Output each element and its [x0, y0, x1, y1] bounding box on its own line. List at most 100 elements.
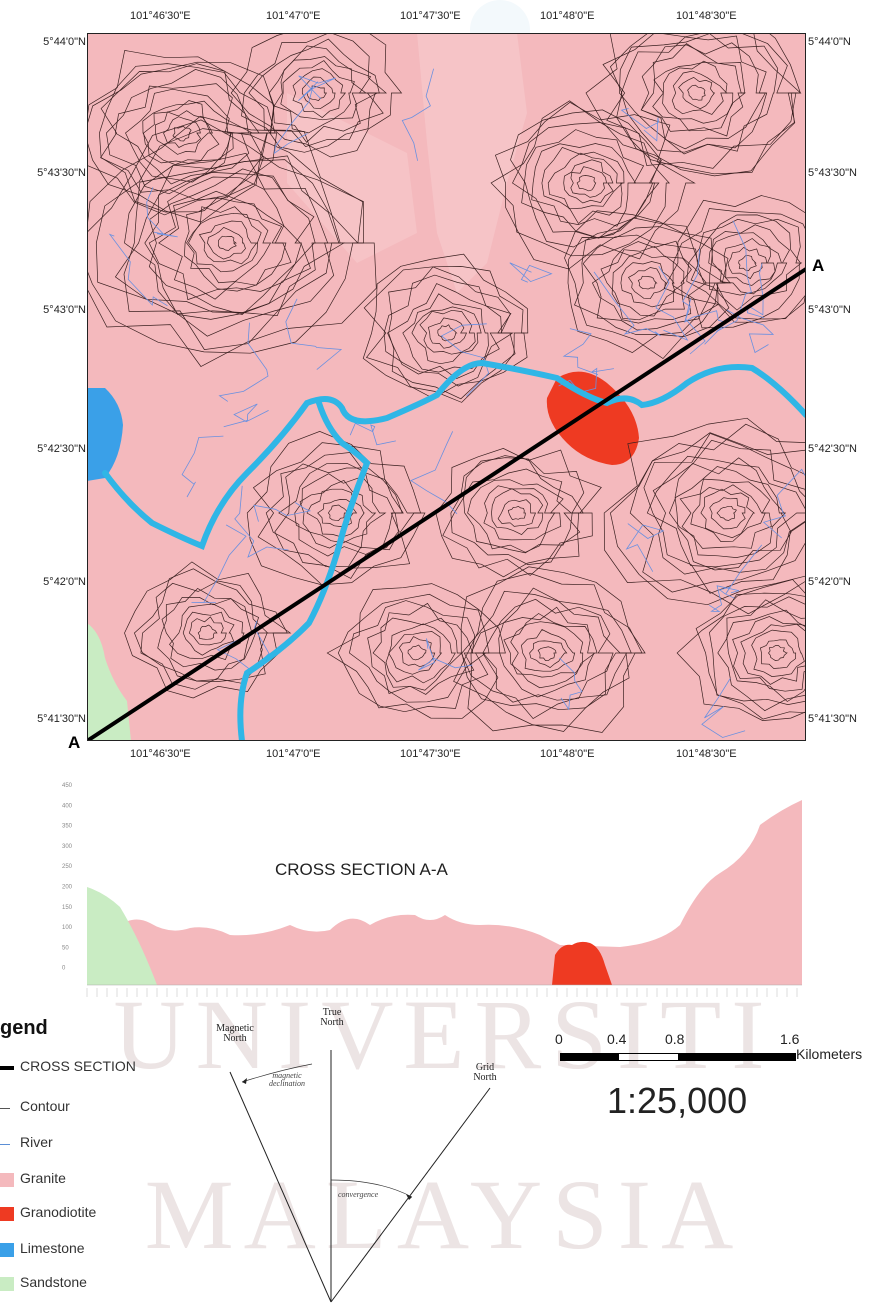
contour-line	[591, 240, 708, 324]
stream-line	[620, 108, 660, 142]
scale-tick-0: 0	[555, 1031, 563, 1047]
contour-line	[676, 592, 806, 721]
y-tick-label: 100	[62, 925, 73, 931]
contour-line	[686, 218, 801, 320]
legend: CROSS SECTION Contour River Granite Gran…	[0, 1058, 200, 1298]
convergence-arc	[330, 1179, 413, 1198]
contour-line	[207, 226, 246, 260]
contour-line	[301, 76, 336, 110]
stream-line	[298, 75, 336, 102]
stream-line	[181, 435, 224, 498]
stream-line	[716, 220, 752, 332]
y-tick-label: 300	[62, 844, 73, 850]
contour-line	[759, 639, 797, 669]
granodiotite-swatch	[0, 1207, 14, 1221]
stream-line	[440, 323, 490, 397]
declination-arc	[241, 1063, 313, 1083]
contour-line	[407, 644, 427, 661]
contour-line	[510, 621, 584, 678]
contour-line	[620, 261, 676, 308]
contour-line	[727, 246, 768, 280]
legend-item-label: River	[20, 1134, 53, 1150]
contour-line	[709, 497, 746, 530]
north-arrow-diagram	[229, 1050, 491, 1303]
magnetic-declination-label: magnetic declination	[269, 1071, 305, 1088]
contour-line	[627, 267, 668, 300]
contour-line	[602, 33, 797, 169]
stream-line	[625, 523, 665, 572]
stream-line	[285, 298, 343, 370]
latitude-label: 5°43'30"N	[808, 167, 857, 179]
longitude-label: 101°48'0"E	[540, 10, 595, 22]
contour-line	[95, 128, 341, 337]
contour-line	[700, 488, 756, 539]
contour-line	[510, 109, 662, 248]
stream-line	[558, 367, 614, 393]
contour-line	[299, 479, 377, 544]
contour-line	[463, 468, 573, 554]
contour-line	[610, 432, 806, 606]
grid-north-label: Grid North	[473, 1062, 497, 1083]
contour-line	[652, 439, 806, 575]
contour-line	[99, 63, 276, 213]
thin-line-symbol	[0, 1108, 10, 1109]
y-tick-label: 400	[62, 803, 73, 809]
contour-line	[619, 33, 779, 155]
grid-north-line	[330, 1087, 491, 1303]
contour-line	[609, 33, 802, 175]
stream-line	[593, 271, 661, 337]
stream-line	[253, 502, 312, 522]
contour-line	[278, 463, 396, 557]
contour-line	[708, 232, 782, 295]
stream-line	[559, 657, 583, 711]
contour-line	[643, 432, 806, 594]
contour-line	[467, 479, 564, 553]
contour-line	[709, 224, 790, 296]
contour-line	[437, 324, 458, 342]
contour-line	[531, 143, 637, 227]
longitude-label: 101°48'30"E	[676, 748, 737, 760]
contour-line	[709, 596, 806, 705]
contour-line	[738, 255, 757, 272]
latitude-label: 5°42'30"N	[37, 443, 86, 455]
contour-line	[398, 636, 436, 668]
longitude-label: 101°46'30"E	[130, 10, 191, 22]
contour-line	[188, 212, 262, 273]
contour-line	[169, 603, 245, 661]
contour-line	[252, 442, 426, 586]
contour-line	[503, 613, 598, 689]
contour-line	[498, 606, 595, 698]
legend-item-label: Limestone	[20, 1240, 85, 1256]
contour-line	[717, 599, 806, 712]
stream-line	[223, 403, 269, 428]
latitude-label: 5°41'30"N	[808, 713, 857, 725]
geology-map[interactable]	[87, 33, 806, 741]
contour-line	[248, 38, 384, 148]
contour-line	[388, 631, 443, 675]
granite-swatch	[0, 1173, 14, 1187]
arrow-head-icon	[406, 1194, 412, 1200]
contour-line	[507, 506, 526, 521]
contour-line	[87, 49, 278, 216]
contour-line	[679, 478, 772, 549]
y-tick-label: 150	[62, 905, 73, 911]
y-tick-label: 350	[62, 824, 73, 830]
contour-line	[337, 593, 490, 713]
stream-line	[273, 85, 314, 155]
longitude-label: 101°47'30"E	[400, 748, 461, 760]
limestone-swatch	[0, 1243, 14, 1257]
legend-title: gend	[0, 1017, 48, 1039]
contour-line	[576, 175, 597, 192]
stream-line	[108, 233, 168, 307]
contour-line	[435, 448, 602, 578]
contour-line	[184, 197, 287, 292]
latitude-label: 5°43'0"N	[808, 304, 851, 316]
contour-line	[280, 60, 355, 121]
longitude-label: 101°47'0"E	[266, 748, 321, 760]
granodiorite-profile	[552, 941, 612, 985]
contour-line	[483, 485, 556, 541]
contour-line	[662, 60, 734, 124]
contour-line	[292, 68, 347, 118]
granite-profile	[87, 800, 802, 985]
contour-line	[246, 431, 422, 586]
